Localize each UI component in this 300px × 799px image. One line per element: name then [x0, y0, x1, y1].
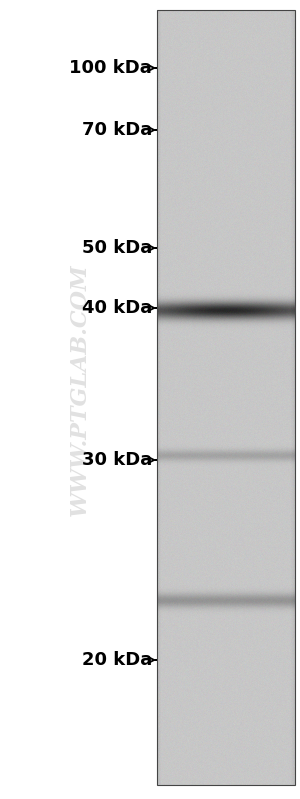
Text: 100 kDa: 100 kDa — [69, 59, 152, 77]
Text: 30 kDa: 30 kDa — [82, 451, 152, 469]
Bar — [157, 10, 295, 785]
Text: 70 kDa: 70 kDa — [82, 121, 152, 139]
Text: 20 kDa: 20 kDa — [82, 651, 152, 669]
Text: WWW.PTGLAB.COM: WWW.PTGLAB.COM — [69, 264, 91, 516]
Text: 40 kDa: 40 kDa — [82, 299, 152, 317]
Text: 50 kDa: 50 kDa — [82, 239, 152, 257]
